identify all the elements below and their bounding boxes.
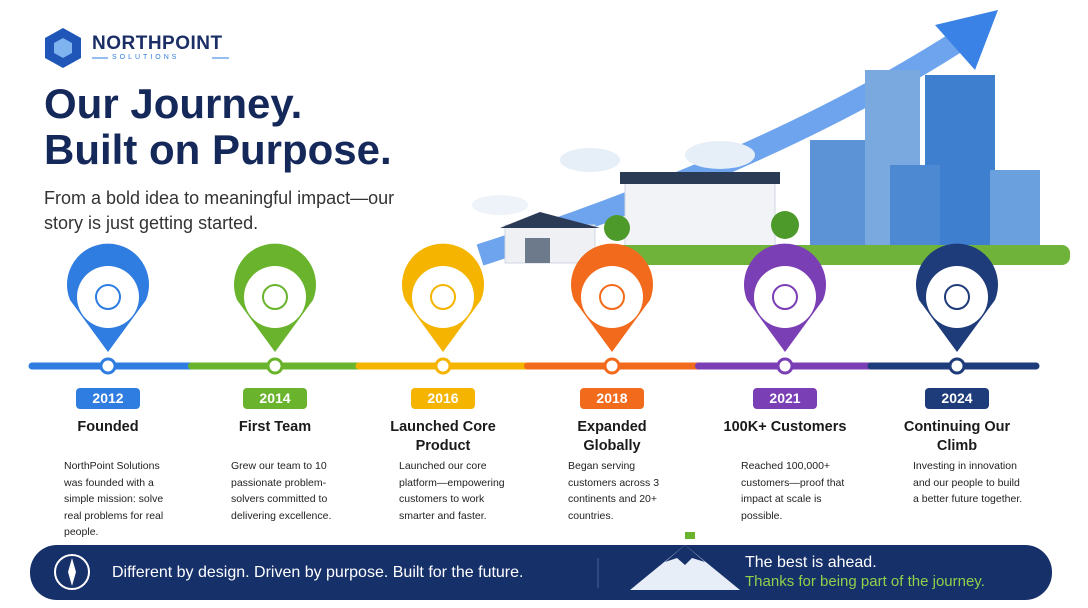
milestone-title: Continuing Our Climb [903, 419, 1011, 454]
pin-icon [599, 284, 625, 310]
milestone-description: Began serving customers across 3 contine… [568, 460, 660, 522]
pin-face [412, 266, 474, 328]
footer-bar [30, 545, 1052, 600]
year-badge: 2024 [925, 388, 989, 409]
pin-face [754, 266, 816, 328]
milestone-title: Expanded Globally [577, 419, 647, 454]
pin-icon [95, 284, 121, 310]
pin-icon [262, 284, 288, 310]
timeline-node [948, 357, 966, 375]
year-badge: 2016 [411, 388, 475, 409]
milestone-description: NorthPoint Solutions was founded with a … [64, 460, 164, 538]
milestone-title: 100K+ Customers [723, 419, 847, 435]
timeline-node [434, 357, 452, 375]
city [472, 70, 1070, 265]
milestone-description: Reached 100,000+ customers—proof that im… [741, 460, 845, 522]
subtitle: From a bold idea to meaningful impact—ou… [44, 188, 395, 233]
pin-face [244, 266, 306, 328]
timeline-node [266, 357, 284, 375]
milestone-description: Investing in innovation and our people t… [913, 460, 1023, 505]
pin-icon [944, 284, 970, 310]
pin-face [77, 266, 139, 328]
pin-face [581, 266, 643, 328]
footer-closing: The best is ahead. [745, 554, 877, 571]
timeline-node [99, 357, 117, 375]
footer-thanks: Thanks for being part of the journey. [745, 573, 985, 590]
title-line: Our Journey. [44, 80, 303, 127]
title-line: Built on Purpose. [44, 126, 392, 173]
milestone-description: Grew our team to 10 passionate problem-s… [231, 460, 332, 522]
brand-name: NORTHPOINT [92, 33, 223, 54]
milestone-description: Launched our core platform—empowering cu… [399, 460, 505, 522]
milestone-title: Founded [77, 419, 139, 435]
footer-motto: Different by design. Driven by purpose. … [112, 564, 524, 581]
year-badge: 2014 [243, 388, 307, 409]
year-badge: 2012 [76, 388, 140, 409]
milestone-title: First Team [238, 419, 312, 435]
timeline-node [603, 357, 621, 375]
timeline-node [776, 357, 794, 375]
brand-tagline: SOLUTIONS [112, 54, 180, 61]
mountain [630, 545, 740, 590]
year-badge: 2021 [753, 388, 817, 409]
pin-icon [430, 284, 456, 310]
year-badge: 2018 [580, 388, 644, 409]
milestone-title: Launched Core Product [390, 419, 496, 454]
pin-face [926, 266, 988, 328]
pin-icon [772, 284, 798, 310]
